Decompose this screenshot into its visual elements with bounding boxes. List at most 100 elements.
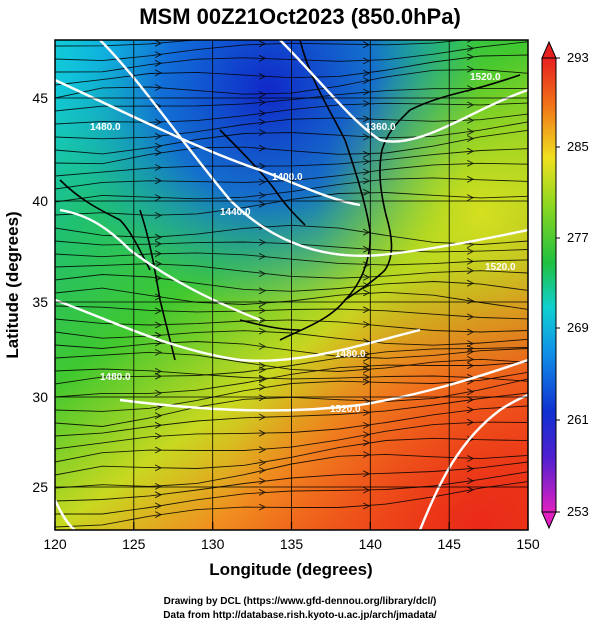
streamline-arrow [258, 270, 267, 278]
x-tick-label: 135 [280, 536, 304, 552]
grid [55, 40, 528, 530]
colorbar: 293 285 277 269 261 253 [541, 40, 589, 530]
streamline-arrow [154, 132, 163, 140]
colorbar-tick-label: 253 [567, 504, 589, 519]
streamline-arrow [259, 30, 265, 36]
colorbar-min-arrow [541, 511, 557, 530]
streamline-arrow [466, 247, 475, 255]
contour-label: 1480.0 [100, 372, 131, 383]
streamline-arrow [258, 429, 267, 437]
streamline-arrow [258, 109, 267, 117]
y-tick-label: 40 [32, 193, 48, 209]
streamline-arrow [154, 164, 163, 171]
streamline-arrow [362, 431, 371, 439]
streamline-arrow [466, 435, 475, 443]
streamline-arrow [258, 200, 267, 208]
streamline-arrow [154, 250, 163, 258]
streamline-arrow [258, 144, 267, 152]
streamline-arrow [154, 464, 163, 472]
streamline-arrow [258, 459, 267, 467]
credit-line-2: Data from http://database.rish.kyoto-u.a… [163, 610, 437, 621]
streamline-arrow [466, 486, 475, 494]
streamline-arrow [154, 321, 163, 329]
streamline-arrow [362, 451, 371, 458]
streamline-arrow [466, 297, 475, 305]
streamline-arrow [258, 477, 267, 485]
streamline-arrow [258, 446, 267, 454]
streamline-arrow [154, 59, 163, 67]
streamline-arrow [362, 439, 371, 447]
streamline-arrow [362, 289, 371, 297]
streamline-arrow [258, 91, 267, 98]
streamline-arrow [154, 446, 163, 454]
streamline-arrow [258, 40, 267, 48]
streamline-arrow [258, 307, 267, 314]
streamline-arrow [258, 316, 267, 324]
streamline-arrow [258, 413, 267, 421]
x-tick-label: 145 [438, 536, 462, 552]
contour-label: 1400.0 [272, 172, 303, 183]
contour-label: 1440.0 [220, 207, 251, 218]
streamline-arrow [466, 40, 474, 43]
colorbar-tick-label: 261 [567, 412, 589, 427]
streamline-arrow [362, 306, 371, 314]
plot-area: 1520.0 1360.0 1400.0 1440.0 1480.0 1520.… [55, 30, 528, 530]
streamline-arrow [362, 273, 371, 281]
streamline-arrow [466, 175, 475, 183]
streamline-arrow [258, 342, 267, 350]
streamline-arrow [362, 228, 371, 236]
streamline-arrow [466, 159, 475, 167]
streamline-arrow [466, 388, 475, 396]
x-tick-label: 125 [122, 536, 146, 552]
y-tick-label: 30 [32, 389, 48, 405]
streamline-arrow [466, 116, 475, 124]
streamline-arrow [258, 99, 267, 106]
streamline-arrow [154, 118, 163, 126]
streamline-arrow [154, 331, 163, 339]
streamline-arrow [362, 57, 371, 65]
streamline-arrow [154, 511, 163, 519]
contour-label: 1480.0 [90, 122, 121, 133]
streamline-arrow [154, 491, 163, 499]
streamline-arrow [466, 313, 475, 321]
streamline-arrow [258, 162, 267, 170]
streamline-arrow [258, 191, 267, 199]
streamline-arrow [258, 503, 267, 511]
x-tick-label: 130 [201, 536, 225, 552]
streamline-arrow [154, 194, 163, 202]
colorbar-tick-label: 277 [567, 230, 589, 245]
y-tick-labels: 25 30 35 40 45 [32, 90, 48, 495]
streamline-arrow [258, 366, 267, 374]
streamline-arrow [362, 41, 371, 49]
streamline-arrow [362, 150, 371, 158]
streamline-arrow [466, 194, 475, 202]
streamline-arrow [466, 267, 475, 275]
streamline-arrow [154, 211, 163, 219]
streamline-arrow [258, 178, 267, 186]
streamline-arrow [466, 465, 475, 473]
streamline-arrow [154, 240, 163, 248]
streamline-arrow [466, 53, 475, 61]
streamline-arrow [258, 72, 267, 80]
streamline-arrow [466, 279, 475, 287]
contour-label: 1360.0 [365, 122, 396, 133]
streamline-arrow [258, 488, 267, 496]
streamline-arrow [154, 502, 163, 510]
streamline-arrow [258, 238, 267, 246]
contour-label: 1520.0 [470, 72, 501, 83]
streamline-arrow [154, 372, 163, 380]
streamline-arrow [154, 233, 163, 241]
streamline-arrow [362, 350, 371, 358]
contour-label: 1480.0 [335, 349, 366, 360]
streamline-arrow [154, 367, 163, 375]
streamline-arrow [362, 77, 371, 85]
x-axis-title: Longitude (degrees) [209, 560, 372, 579]
streamline-arrow [466, 65, 475, 73]
streamline-arrow [258, 118, 267, 126]
streamline-arrow [258, 466, 267, 474]
streamline-arrow [362, 100, 371, 107]
streamline-arrow [362, 502, 371, 510]
streamline-arrow [154, 142, 163, 150]
y-tick-label: 35 [32, 294, 48, 310]
y-tick-label: 25 [32, 479, 48, 495]
